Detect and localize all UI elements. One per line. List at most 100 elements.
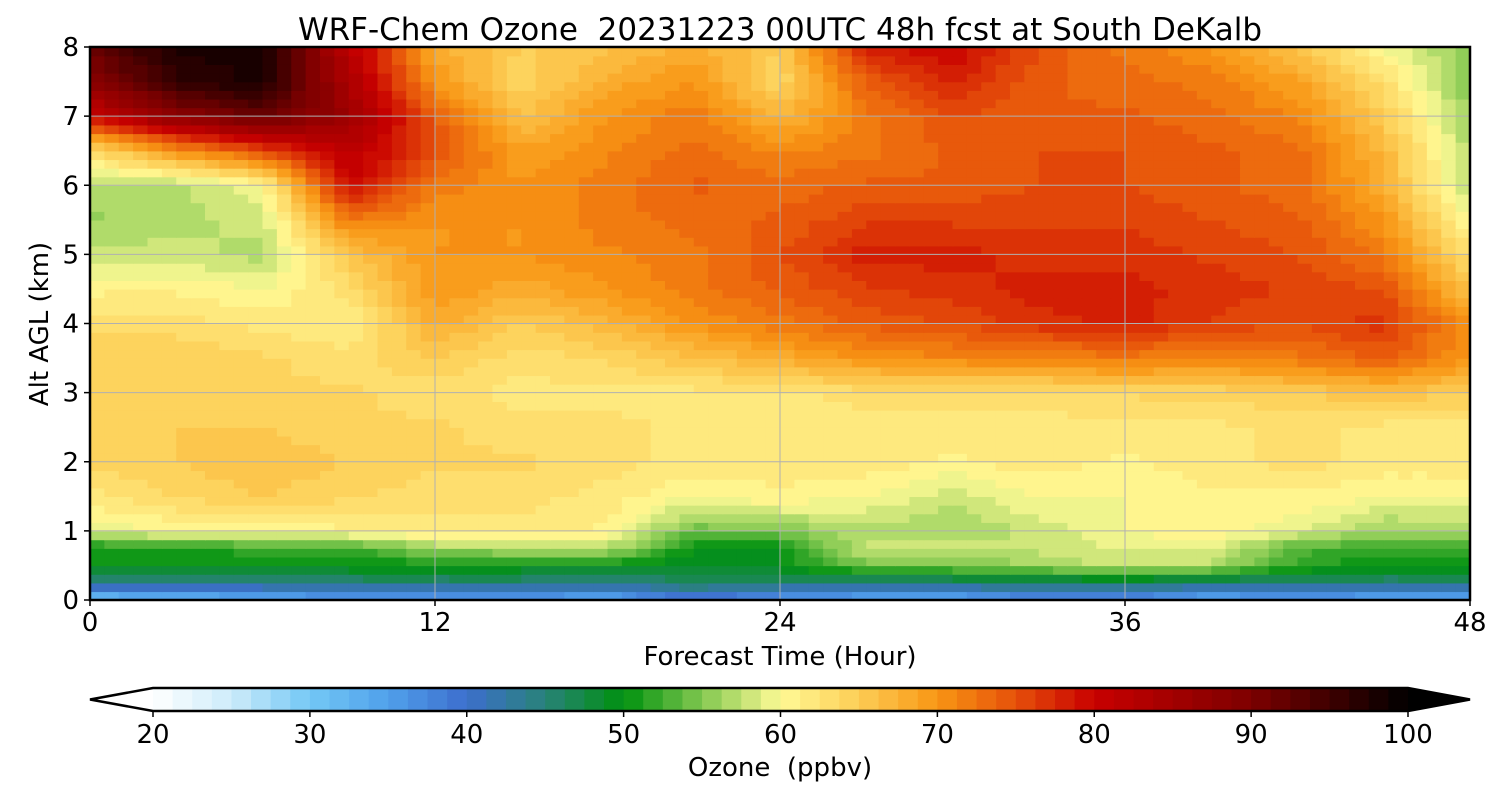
heatmap-cell [1369, 332, 1385, 342]
heatmap-cell [305, 582, 321, 593]
heatmap-cell [650, 167, 666, 178]
heatmap-cell [880, 582, 896, 593]
heatmap-cell [851, 193, 867, 204]
heatmap-cell [679, 548, 695, 558]
heatmap-cell [1455, 574, 1470, 584]
heatmap-cell [133, 288, 149, 299]
heatmap-cell [233, 453, 249, 463]
heatmap-cell [765, 271, 781, 281]
heatmap-cell [147, 323, 163, 333]
heatmap-cell [1455, 280, 1470, 290]
heatmap-cell [1383, 211, 1399, 221]
heatmap-cell [133, 176, 149, 186]
heatmap-cell [391, 323, 407, 333]
heatmap-cell [363, 427, 379, 437]
heatmap-cell [952, 159, 968, 169]
heatmap-cell [348, 271, 364, 281]
heatmap-cell [478, 409, 494, 420]
heatmap-cell [1398, 418, 1414, 428]
heatmap-cell [923, 591, 939, 600]
heatmap-cell [636, 288, 652, 299]
heatmap-cell [133, 582, 149, 593]
heatmap-cell [1211, 280, 1227, 290]
heatmap-cell [550, 539, 566, 549]
heatmap-cell [1355, 496, 1371, 506]
heatmap-cell [420, 470, 436, 480]
heatmap-cell [1254, 487, 1270, 498]
heatmap-cell [1125, 556, 1141, 567]
heatmap-cell [391, 574, 407, 584]
heatmap-cell [161, 427, 177, 437]
heatmap-cell [636, 522, 652, 532]
heatmap-cell [1196, 314, 1212, 325]
heatmap-cell [621, 185, 637, 195]
heatmap-cell [851, 470, 867, 480]
heatmap-cell [693, 219, 709, 230]
heatmap-cell [348, 591, 364, 600]
heatmap-cell [1283, 479, 1299, 489]
heatmap-cell [406, 539, 422, 549]
heatmap-cell [837, 280, 853, 290]
heatmap-cell [966, 392, 982, 402]
heatmap-cell [90, 470, 106, 480]
heatmap-cell [133, 297, 149, 307]
heatmap-cell [1426, 202, 1442, 212]
heatmap-cell [1340, 461, 1356, 472]
heatmap-cell [981, 565, 997, 575]
heatmap-cell [1139, 453, 1155, 463]
heatmap-cell [665, 280, 681, 290]
heatmap-cell [1182, 263, 1198, 273]
heatmap-cell [262, 383, 278, 394]
heatmap-cell [1283, 409, 1299, 420]
heatmap-cell [851, 237, 867, 247]
heatmap-cell [1355, 349, 1371, 359]
heatmap-cell [305, 539, 321, 549]
heatmap-cell [1096, 306, 1112, 316]
heatmap-cell [90, 522, 106, 532]
heatmap-cell [1225, 193, 1241, 204]
heatmap-cell [205, 496, 221, 506]
heatmap-cell [535, 340, 551, 351]
heatmap-cell [463, 574, 479, 584]
heatmap-cell [1024, 288, 1040, 299]
heatmap-cell [377, 297, 393, 307]
heatmap-cell [420, 306, 436, 316]
heatmap-cell [176, 513, 192, 523]
heatmap-cell [104, 530, 120, 541]
heatmap-cell [938, 504, 954, 515]
heatmap-cell [262, 237, 278, 247]
heatmap-cell [923, 202, 939, 212]
heatmap-cell [1455, 435, 1470, 446]
heatmap-cell [1398, 288, 1414, 299]
heatmap-cell [995, 219, 1011, 230]
heatmap-cell [952, 401, 968, 411]
heatmap-cell [406, 176, 422, 186]
heatmap-cell [736, 271, 752, 281]
heatmap-cell [895, 323, 911, 333]
heatmap-cell [1153, 530, 1169, 541]
heatmap-cell [895, 574, 911, 584]
heatmap-cell [837, 409, 853, 420]
heatmap-cell [923, 358, 939, 368]
heatmap-cell [1024, 193, 1040, 204]
heatmap-cell [808, 591, 824, 600]
heatmap-cell [708, 263, 724, 273]
heatmap-cell [305, 245, 321, 256]
heatmap-cell [765, 237, 781, 247]
heatmap-cell [837, 375, 853, 385]
heatmap-cell [1340, 574, 1356, 584]
heatmap-cell [736, 513, 752, 523]
heatmap-cell [679, 418, 695, 428]
heatmap-cell [521, 306, 537, 316]
heatmap-cell [1211, 461, 1227, 472]
heatmap-cell [506, 263, 522, 273]
heatmap-cell [794, 504, 810, 515]
heatmap-cell [1096, 487, 1112, 498]
heatmap-cell [1311, 470, 1327, 480]
heatmap-cell [133, 358, 149, 368]
heatmap-cell [708, 383, 724, 394]
heatmap-cell [765, 470, 781, 480]
heatmap-cell [90, 582, 106, 593]
heatmap-cell [1412, 237, 1428, 247]
heatmap-cell [837, 349, 853, 359]
